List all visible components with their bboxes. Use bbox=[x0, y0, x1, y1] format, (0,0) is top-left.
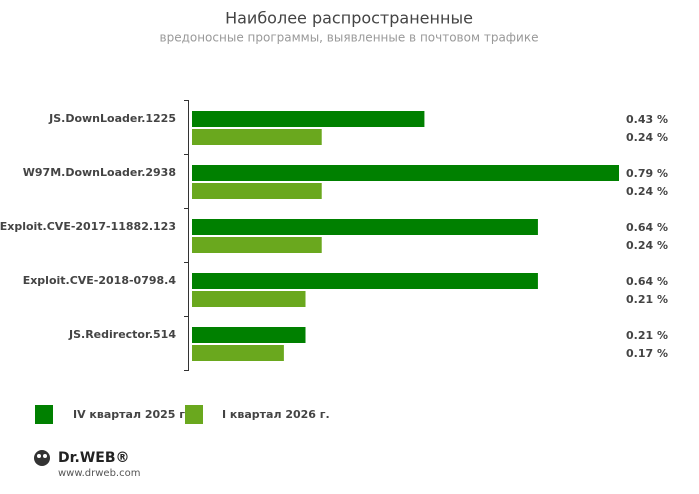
value-label: 0.17 % bbox=[626, 347, 668, 360]
value-label: 0.64 % bbox=[626, 275, 668, 288]
bar bbox=[192, 345, 284, 361]
bar bbox=[192, 129, 322, 145]
logo-icon bbox=[34, 450, 50, 466]
value-label: 0.21 % bbox=[626, 329, 668, 342]
legend-swatch bbox=[185, 405, 203, 424]
category-label: W97M.DownLoader.2938 bbox=[23, 166, 176, 179]
category-label: Exploit.CVE-2018-0798.4 bbox=[23, 274, 177, 287]
legend-label: IV квартал 2025 г. bbox=[73, 408, 189, 421]
value-label: 0.24 % bbox=[626, 239, 668, 252]
bar bbox=[192, 237, 322, 253]
value-label: 0.43 % bbox=[626, 113, 668, 126]
value-label: 0.24 % bbox=[626, 131, 668, 144]
bar bbox=[192, 183, 322, 199]
bar bbox=[192, 291, 306, 307]
value-label: 0.79 % bbox=[626, 167, 668, 180]
value-label: 0.21 % bbox=[626, 293, 668, 306]
logo: Dr.WEB® bbox=[58, 450, 130, 466]
bar bbox=[192, 165, 619, 181]
bar bbox=[192, 219, 538, 235]
chart-title: Наиболее распространенные bbox=[225, 9, 473, 28]
category-label: JS.Redirector.514 bbox=[68, 328, 176, 341]
bar bbox=[192, 327, 306, 343]
bar bbox=[192, 273, 538, 289]
legend-swatch bbox=[35, 405, 53, 424]
category-label: JS.DownLoader.1225 bbox=[48, 112, 176, 125]
legend-label: I квартал 2026 г. bbox=[222, 408, 330, 421]
chart-subtitle: вредоносные программы, выявленные в почт… bbox=[160, 31, 539, 45]
url: www.drweb.com bbox=[58, 468, 140, 479]
value-label: 0.64 % bbox=[626, 221, 668, 234]
value-label: 0.24 % bbox=[626, 185, 668, 198]
category-label: Exploit.CVE-2017-11882.123 bbox=[0, 220, 176, 233]
bar bbox=[192, 111, 425, 127]
